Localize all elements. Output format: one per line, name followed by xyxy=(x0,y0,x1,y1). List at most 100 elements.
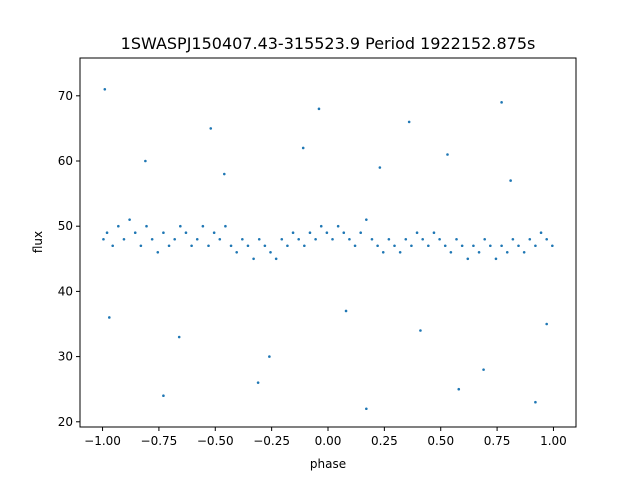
data-point xyxy=(207,244,210,248)
data-point xyxy=(336,224,340,228)
x-axis-label: phase xyxy=(310,457,346,471)
data-point xyxy=(500,244,503,248)
data-point xyxy=(184,231,188,235)
data-point xyxy=(201,224,205,228)
data-point xyxy=(545,237,548,241)
data-point xyxy=(404,237,408,241)
data-point xyxy=(534,400,537,404)
data-point xyxy=(229,244,233,248)
data-point xyxy=(421,237,424,241)
data-point xyxy=(477,250,481,254)
x-tick-label: 0.25 xyxy=(371,434,398,448)
x-tick-label: −0.25 xyxy=(253,434,290,448)
data-point xyxy=(139,244,143,248)
data-point xyxy=(482,368,485,371)
data-point xyxy=(359,231,362,235)
data-point xyxy=(297,237,300,241)
data-point xyxy=(235,250,238,254)
y-tick-label: 40 xyxy=(58,284,73,298)
data-point xyxy=(301,146,305,150)
y-tick-label: 50 xyxy=(58,219,73,233)
data-point xyxy=(256,381,260,384)
data-point xyxy=(257,237,261,241)
data-point xyxy=(319,224,323,228)
data-point xyxy=(122,237,126,241)
data-point xyxy=(241,237,244,241)
data-point xyxy=(381,250,385,254)
data-point xyxy=(483,237,486,241)
data-point xyxy=(162,394,165,398)
data-point xyxy=(419,329,422,332)
data-point xyxy=(393,244,396,248)
data-point xyxy=(167,244,171,248)
data-point xyxy=(286,244,289,248)
data-point xyxy=(269,250,272,254)
data-point xyxy=(117,224,120,228)
x-tick-label: −0.50 xyxy=(197,434,234,448)
data-point xyxy=(407,120,411,124)
x-tick-label: 0.50 xyxy=(427,434,454,448)
data-point xyxy=(344,309,348,313)
data-point xyxy=(224,224,227,228)
y-axis-label: flux xyxy=(31,231,45,253)
x-tick-label: 1.00 xyxy=(540,434,567,448)
data-point xyxy=(111,244,114,248)
data-point xyxy=(209,127,213,130)
data-point xyxy=(370,237,374,241)
data-point xyxy=(218,237,222,241)
data-point xyxy=(387,237,391,241)
data-point xyxy=(308,231,312,235)
data-point xyxy=(195,237,199,241)
y-tick-label: 20 xyxy=(58,415,73,429)
data-point xyxy=(103,87,107,91)
data-point xyxy=(348,237,351,241)
data-point xyxy=(528,237,532,241)
data-point xyxy=(145,224,148,228)
data-point xyxy=(415,231,419,235)
data-point xyxy=(509,179,512,182)
data-point xyxy=(105,231,109,235)
data-point xyxy=(539,231,543,235)
data-point xyxy=(133,231,137,235)
data-point xyxy=(472,244,475,248)
data-point xyxy=(102,237,105,241)
data-point xyxy=(274,257,278,261)
y-tick-label: 60 xyxy=(58,154,73,168)
data-point xyxy=(457,387,461,391)
data-point xyxy=(460,244,464,248)
data-point xyxy=(252,257,255,261)
data-point xyxy=(190,244,193,248)
y-tick-label: 70 xyxy=(58,89,73,103)
data-point xyxy=(365,407,368,411)
data-point xyxy=(342,231,346,235)
data-point xyxy=(494,257,498,261)
data-point xyxy=(331,237,334,241)
x-axis-ticks: −1.00 −0.75 −0.50 −0.25 0.00 0.25 0.50 0.75 1.00 xyxy=(84,427,567,448)
data-point xyxy=(317,107,321,111)
data-point xyxy=(511,237,515,241)
data-point xyxy=(156,250,160,254)
data-point xyxy=(246,244,250,248)
data-point xyxy=(376,244,379,248)
data-point xyxy=(489,244,492,248)
data-point xyxy=(449,250,453,254)
data-point xyxy=(179,224,182,228)
x-tick-label: −1.00 xyxy=(84,434,121,448)
data-point xyxy=(177,335,181,339)
data-point xyxy=(128,218,131,221)
data-point xyxy=(280,237,284,241)
data-point xyxy=(325,231,329,235)
data-point xyxy=(522,250,526,254)
x-tick-label: 0.75 xyxy=(484,434,511,448)
data-point xyxy=(150,237,154,241)
scatter-points xyxy=(102,87,554,411)
data-point xyxy=(144,159,147,163)
data-point xyxy=(446,153,449,156)
data-point xyxy=(303,244,306,248)
data-point xyxy=(173,237,176,241)
data-point xyxy=(378,166,382,169)
data-point xyxy=(545,322,548,326)
chart-title: 1SWASPJ150407.43-315523.9 Period 1922152… xyxy=(121,34,536,53)
x-tick-label: −0.75 xyxy=(141,434,178,448)
y-tick-label: 30 xyxy=(58,350,73,364)
